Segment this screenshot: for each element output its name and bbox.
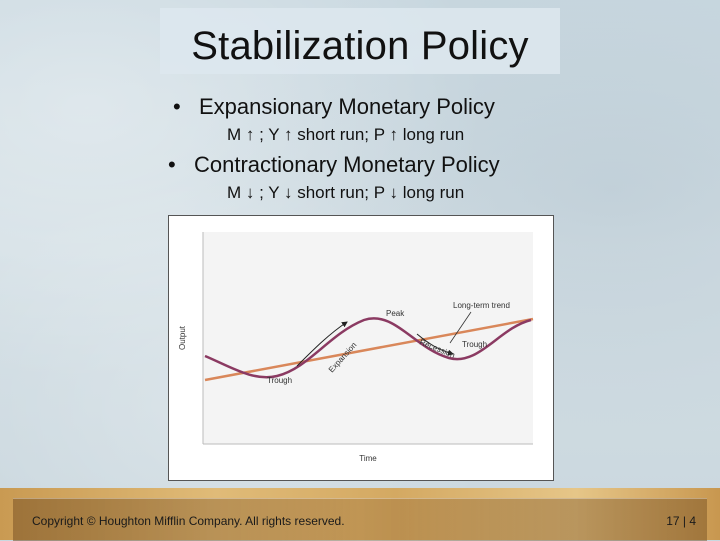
bullet-symbol: • <box>168 152 176 177</box>
annotation-long-term-trend: Long-term trend <box>453 301 510 310</box>
annotation-trough-left: Trough <box>267 376 292 385</box>
expansion-arrow <box>296 321 348 367</box>
page-number: 17 | 4 <box>666 514 696 528</box>
copyright-text: Copyright © Houghton Mifflin Company. Al… <box>32 514 345 528</box>
bullet-heading: Expansionary Monetary Policy <box>199 94 495 119</box>
bullet-heading: Contractionary Monetary Policy <box>194 152 500 177</box>
trend-leader-line <box>449 311 472 344</box>
business-cycle-chart: Output Time Long-term trend Peak Trough … <box>168 215 554 481</box>
bullet-detail-contractionary: M ↓ ; Y ↓ short run; P ↓ long run <box>227 183 465 202</box>
y-axis-label: Output <box>178 325 187 350</box>
chart-svg: Output Time Long-term trend Peak Trough … <box>178 232 534 463</box>
footer-panel <box>13 498 707 541</box>
x-axis-label: Time <box>359 454 377 463</box>
recession-arrow <box>416 333 454 356</box>
bullet-expansionary: • Expansionary Monetary Policy <box>173 94 495 120</box>
bullet-detail-expansionary: M ↑ ; Y ↑ short run; P ↑ long run <box>227 125 465 144</box>
annotation-trough-right: Trough <box>462 340 487 349</box>
plot-area <box>203 232 533 444</box>
bullet-symbol: • <box>173 94 181 119</box>
long-term-trend-line <box>204 317 534 382</box>
business-cycle-curve <box>204 317 532 379</box>
slide-title: Stabilization Policy <box>191 24 529 68</box>
bullet-contractionary: • Contractionary Monetary Policy <box>168 152 500 178</box>
annotation-peak: Peak <box>386 309 405 318</box>
title-panel <box>160 8 560 74</box>
